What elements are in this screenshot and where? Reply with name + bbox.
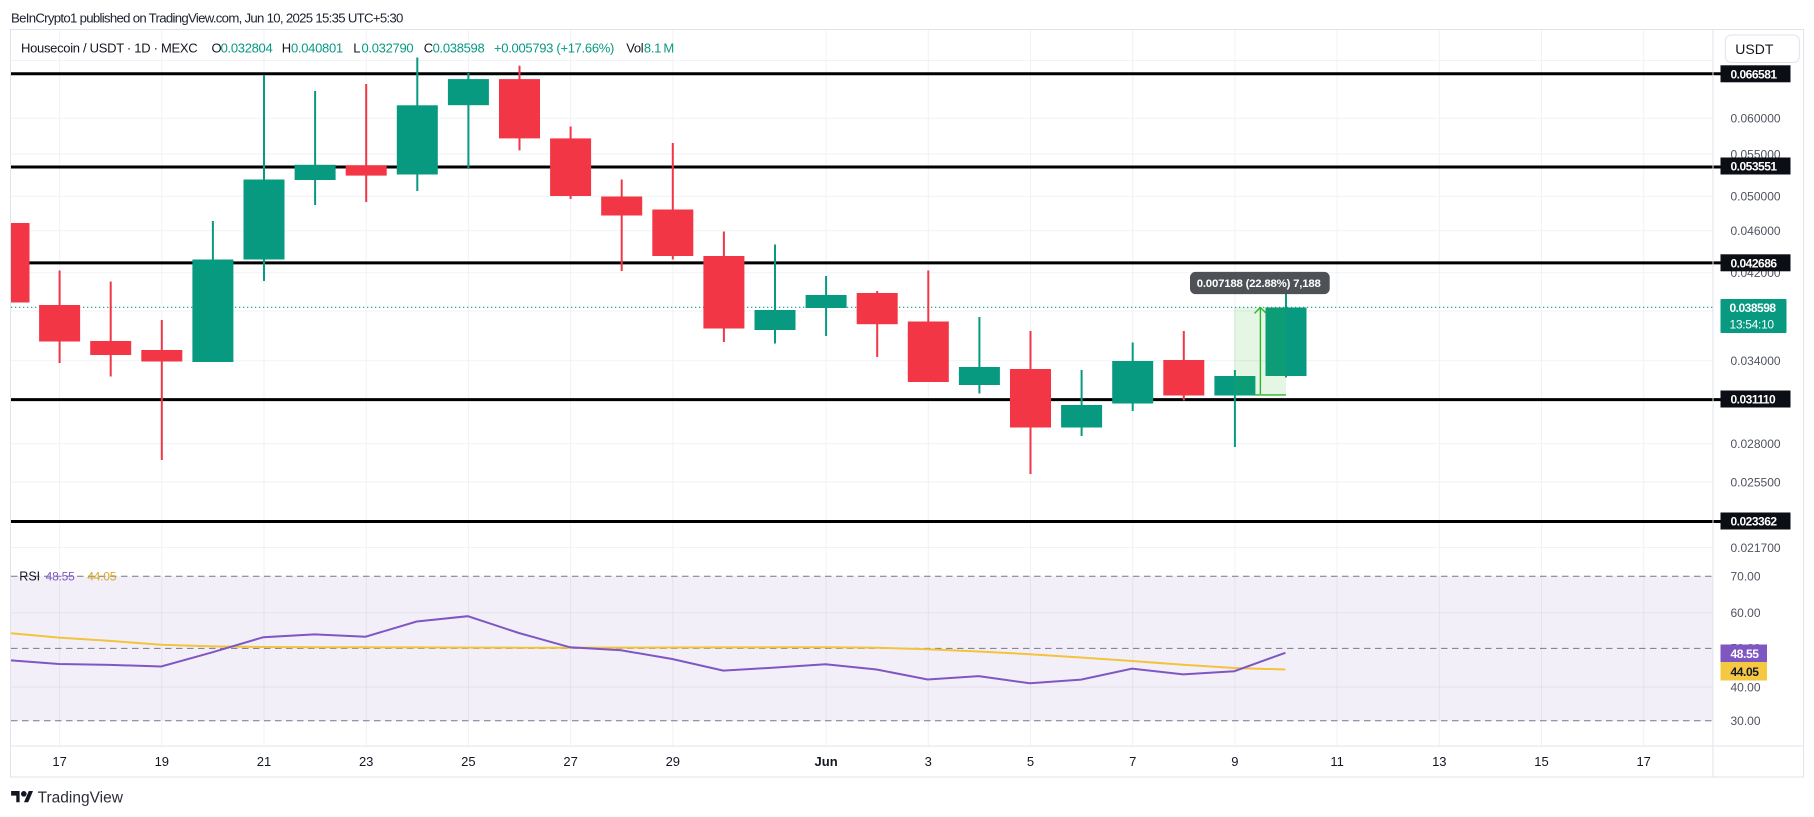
svg-text:25: 25 (461, 754, 475, 769)
svg-text:0.023362: 0.023362 (1731, 515, 1778, 529)
svg-text:USDT: USDT (1735, 41, 1774, 57)
svg-text:O: O (212, 40, 222, 55)
svg-text:44.05: 44.05 (1731, 665, 1760, 679)
svg-text:19: 19 (155, 754, 169, 769)
svg-text:0.034000: 0.034000 (1731, 354, 1781, 368)
svg-text:0.066581: 0.066581 (1731, 67, 1778, 81)
svg-text:17: 17 (1636, 754, 1650, 769)
svg-text:48.55: 48.55 (46, 569, 76, 583)
svg-text:0.032790: 0.032790 (362, 40, 414, 55)
svg-text:48.55: 48.55 (1731, 647, 1760, 661)
svg-text:0.021700: 0.021700 (1731, 541, 1781, 555)
svg-text:0.046000: 0.046000 (1731, 224, 1781, 238)
svg-text:11: 11 (1330, 754, 1344, 769)
svg-text:8.1 M: 8.1 M (644, 40, 674, 55)
svg-text:0.007188 (22.88%) 7,188: 0.007188 (22.88%) 7,188 (1197, 278, 1321, 290)
svg-text:13: 13 (1432, 754, 1446, 769)
svg-text:BeInCrypto1 published on Tradi: BeInCrypto1 published on TradingView.com… (11, 10, 403, 25)
svg-text:H: H (282, 40, 291, 55)
svg-text:0.032804: 0.032804 (221, 40, 273, 55)
svg-text:9: 9 (1231, 754, 1238, 769)
svg-text:13:54:10: 13:54:10 (1730, 318, 1775, 332)
svg-text:70.00: 70.00 (1731, 570, 1761, 584)
svg-text:0.042686: 0.042686 (1731, 256, 1778, 270)
svg-text:17: 17 (52, 754, 66, 769)
svg-text:27: 27 (563, 754, 577, 769)
svg-text:Jun: Jun (815, 754, 838, 769)
svg-text:0.025500: 0.025500 (1731, 475, 1781, 489)
svg-text:0.038598: 0.038598 (1730, 301, 1777, 315)
svg-text:44.05: 44.05 (87, 569, 117, 583)
svg-text:40.00: 40.00 (1731, 680, 1761, 694)
svg-text:0.031110: 0.031110 (1731, 393, 1777, 407)
svg-text:TradingView: TradingView (38, 790, 124, 807)
svg-text:0.028000: 0.028000 (1731, 437, 1781, 451)
svg-text:29: 29 (666, 754, 680, 769)
svg-text:15: 15 (1534, 754, 1548, 769)
svg-text:RSI: RSI (19, 569, 40, 583)
svg-text:60.00: 60.00 (1731, 606, 1761, 620)
svg-text:L: L (353, 40, 360, 55)
svg-text:0.060000: 0.060000 (1731, 112, 1781, 126)
svg-text:Vol: Vol (626, 40, 644, 55)
svg-text:3: 3 (925, 754, 932, 769)
svg-text:30.00: 30.00 (1731, 714, 1761, 728)
svg-text:0.053551: 0.053551 (1731, 160, 1778, 174)
svg-text:Housecoin / USDT · 1D · MEXC: Housecoin / USDT · 1D · MEXC (21, 40, 197, 55)
svg-text:7: 7 (1129, 754, 1136, 769)
svg-text:+0.005793 (+17.66%): +0.005793 (+17.66%) (494, 40, 614, 55)
svg-text:0.050000: 0.050000 (1731, 190, 1781, 204)
svg-text:5: 5 (1027, 754, 1034, 769)
svg-text:23: 23 (359, 754, 373, 769)
svg-text:0.038598: 0.038598 (433, 40, 485, 55)
svg-text:C: C (424, 40, 433, 55)
svg-text:21: 21 (257, 754, 271, 769)
svg-text:0.040801: 0.040801 (291, 40, 343, 55)
